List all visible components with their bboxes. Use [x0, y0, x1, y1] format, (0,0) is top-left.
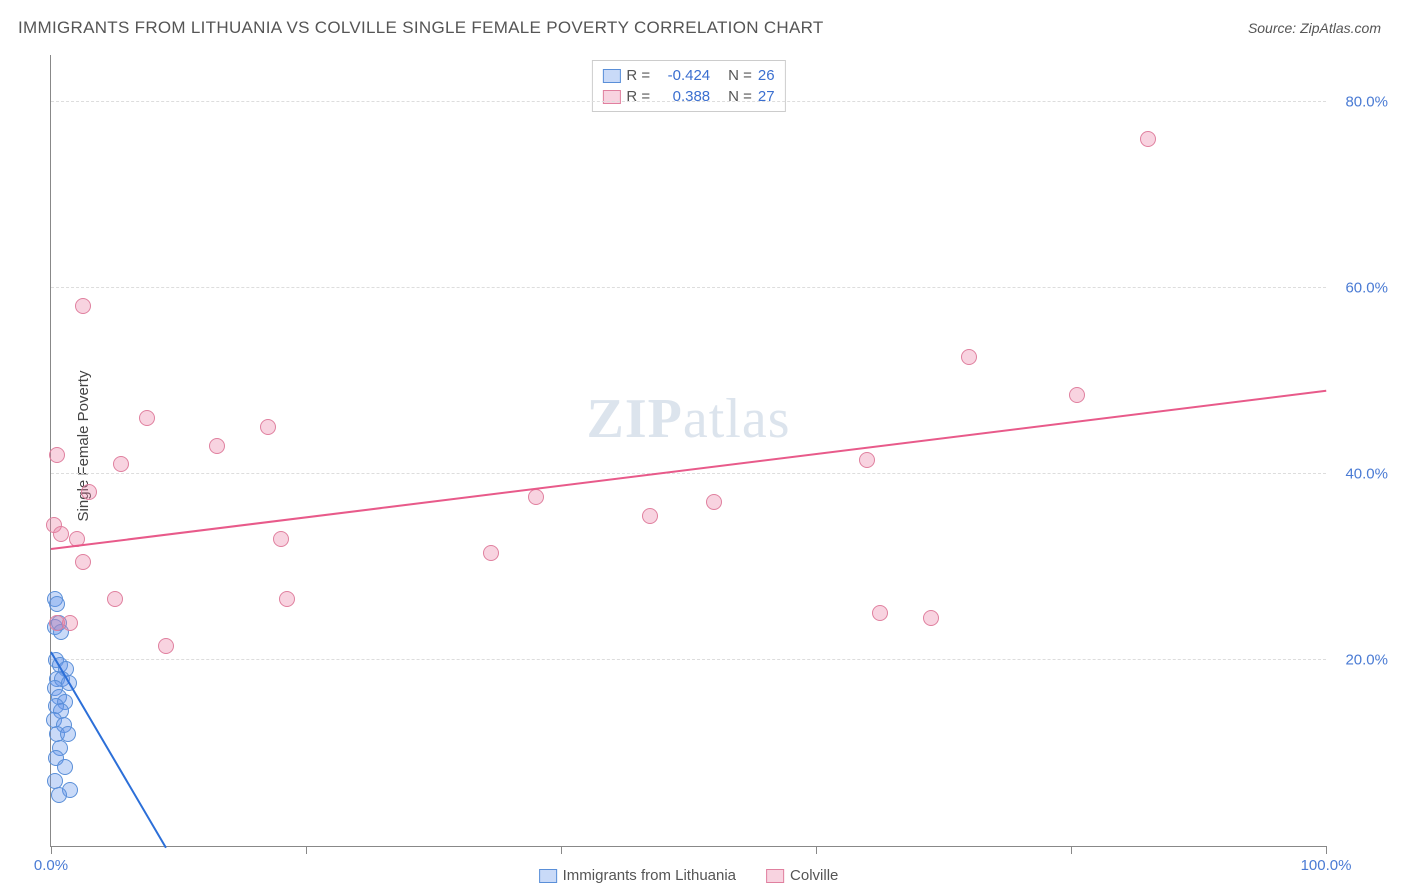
legend-correlation: R = -0.424 N = 26 R = 0.388 N = 27 — [591, 60, 785, 112]
data-point — [81, 484, 97, 500]
data-point — [923, 610, 939, 626]
gridline — [51, 287, 1326, 288]
xtick — [816, 846, 817, 854]
data-point — [872, 605, 888, 621]
legend-n-label: N = — [728, 86, 752, 107]
data-point — [139, 410, 155, 426]
watermark-part-a: ZIP — [587, 388, 683, 450]
data-point — [961, 349, 977, 365]
data-point — [113, 456, 129, 472]
data-point — [49, 447, 65, 463]
data-point — [158, 638, 174, 654]
xtick — [561, 846, 562, 854]
legend-swatch — [539, 869, 557, 883]
data-point — [75, 554, 91, 570]
legend-series: Immigrants from Lithuania Colville — [539, 867, 839, 884]
data-point — [483, 545, 499, 561]
source-attribution: Source: ZipAtlas.com — [1248, 20, 1381, 36]
gridline — [51, 659, 1326, 660]
data-point — [528, 489, 544, 505]
data-point — [279, 591, 295, 607]
trend-line — [51, 390, 1326, 550]
data-point — [75, 298, 91, 314]
legend-r-value: -0.424 — [656, 65, 710, 86]
xtick-label: 100.0% — [1301, 857, 1352, 874]
gridline — [51, 101, 1326, 102]
data-point — [859, 452, 875, 468]
legend-swatch — [766, 869, 784, 883]
xtick — [306, 846, 307, 854]
legend-series-item: Immigrants from Lithuania — [539, 867, 736, 884]
chart-title: IMMIGRANTS FROM LITHUANIA VS COLVILLE SI… — [18, 18, 824, 38]
watermark: ZIPatlas — [587, 387, 791, 451]
plot-area: ZIPatlas R =-0.424N =26R =0.388N =27 Imm… — [50, 55, 1326, 847]
data-point — [260, 419, 276, 435]
data-point — [107, 591, 123, 607]
data-point — [706, 494, 722, 510]
data-point — [53, 526, 69, 542]
legend-series-label: Colville — [790, 867, 838, 884]
data-point — [57, 759, 73, 775]
data-point — [49, 596, 65, 612]
legend-n-label: N = — [728, 65, 752, 86]
data-point — [642, 508, 658, 524]
ytick-label: 20.0% — [1345, 651, 1388, 668]
legend-series-label: Immigrants from Lithuania — [563, 867, 736, 884]
ytick-label: 40.0% — [1345, 465, 1388, 482]
xtick-label: 0.0% — [34, 857, 68, 874]
ytick-label: 80.0% — [1345, 93, 1388, 110]
chart-container: IMMIGRANTS FROM LITHUANIA VS COLVILLE SI… — [0, 0, 1406, 892]
legend-correlation-row: R = -0.424 N = 26 — [602, 65, 774, 86]
ytick-label: 60.0% — [1345, 279, 1388, 296]
legend-n-value: 26 — [758, 65, 775, 86]
legend-correlation-row: R = 0.388 N = 27 — [602, 86, 774, 107]
watermark-part-b: atlas — [683, 388, 791, 450]
legend-r-value: 0.388 — [656, 86, 710, 107]
data-point — [1140, 131, 1156, 147]
legend-r-label: R = — [626, 86, 650, 107]
xtick — [1071, 846, 1072, 854]
gridline — [51, 473, 1326, 474]
data-point — [273, 531, 289, 547]
legend-swatch — [602, 69, 620, 83]
legend-n-value: 27 — [758, 86, 775, 107]
legend-series-item: Colville — [766, 867, 838, 884]
data-point — [1069, 387, 1085, 403]
xtick — [51, 846, 52, 854]
legend-r-label: R = — [626, 65, 650, 86]
xtick — [1326, 846, 1327, 854]
data-point — [209, 438, 225, 454]
data-point — [62, 615, 78, 631]
data-point — [51, 787, 67, 803]
